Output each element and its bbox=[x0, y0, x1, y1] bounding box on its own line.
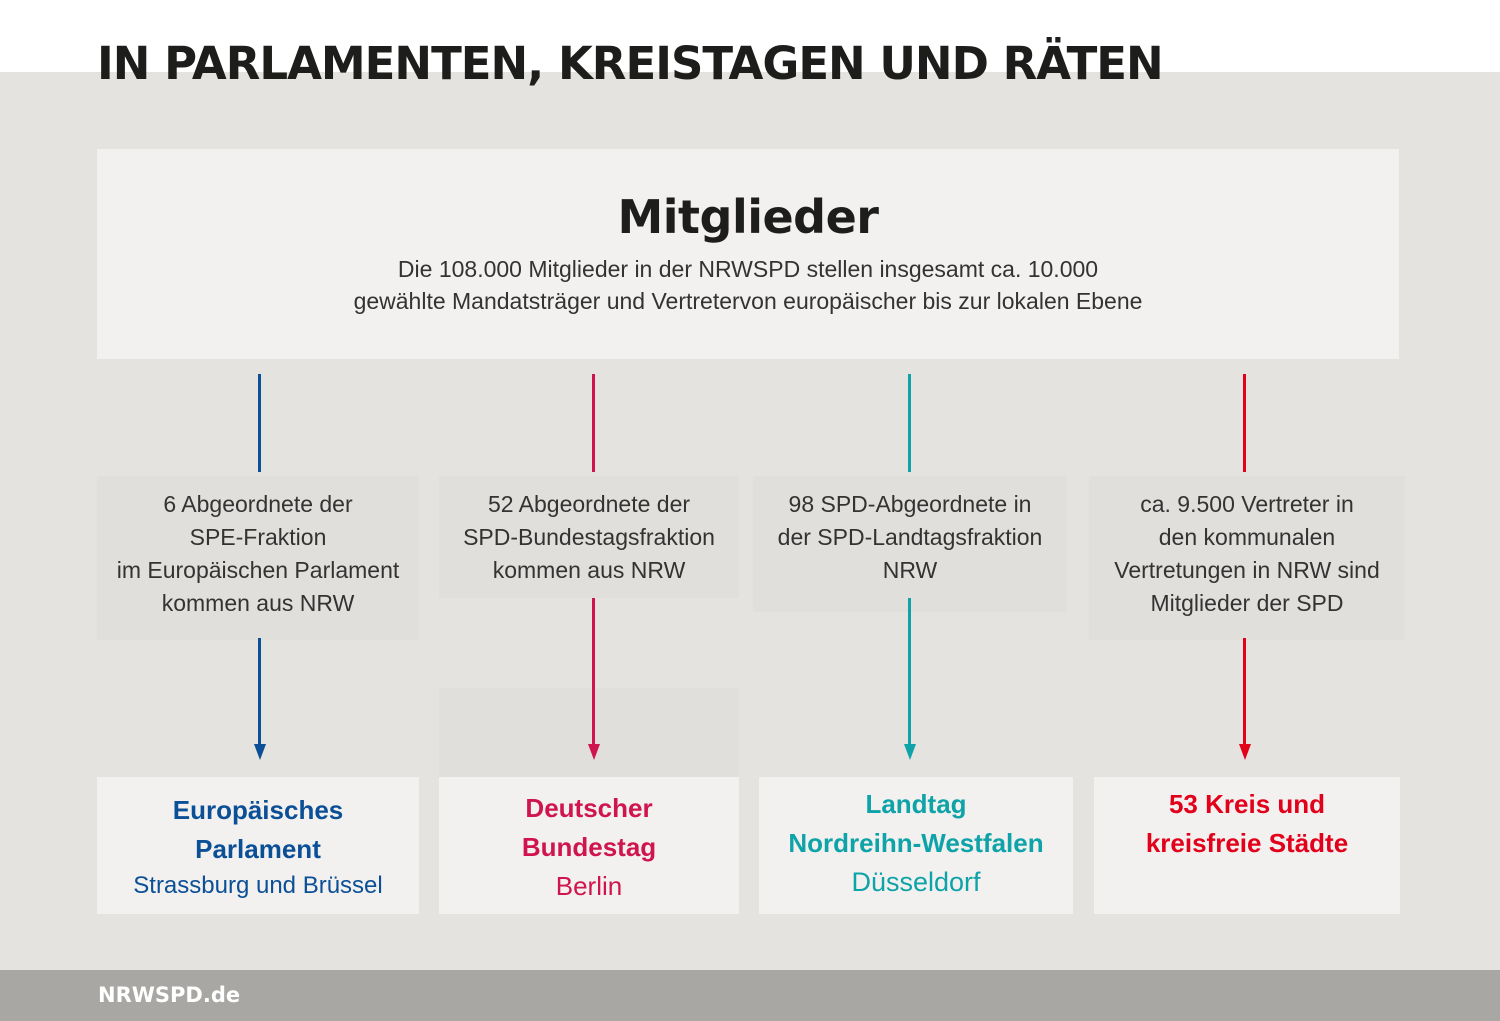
description-line: Vertretungen in NRW sind bbox=[1114, 557, 1380, 583]
description-line: kommen aus NRW bbox=[161, 590, 355, 616]
institution-name: Bundestag bbox=[521, 832, 657, 862]
arrowhead-landtag bbox=[904, 744, 916, 760]
members-line: Die 108.000 Mitglieder in der NRWSPD ste… bbox=[397, 256, 1099, 282]
description-line: ca. 9.500 Vertreter in bbox=[1140, 491, 1354, 517]
members-description: Die 108.000 Mitglieder in der NRWSPD ste… bbox=[97, 253, 1399, 317]
members-box: Mitglieder Die 108.000 Mitglieder in der… bbox=[97, 149, 1399, 359]
description-box-landtag: 98 SPD-Abgeordnete in der SPD-Landtagsfr… bbox=[753, 476, 1067, 612]
description-line: kommen aus NRW bbox=[492, 557, 686, 583]
institution-box-bundestag: Deutscher Bundestag Berlin bbox=[439, 777, 739, 914]
institution-city: Strassburg und Brüssel bbox=[133, 872, 383, 899]
arrow-line-kreise bbox=[1243, 638, 1246, 744]
description-line: Mitglieder der SPD bbox=[1150, 590, 1344, 616]
arrow-line-eu bbox=[258, 638, 261, 744]
arrowhead-eu bbox=[254, 744, 266, 760]
connector-line-bundestag bbox=[592, 374, 595, 472]
institution-name: Nordreihn-Westfalen bbox=[788, 828, 1044, 858]
institution-name: Parlament bbox=[195, 834, 321, 864]
institution-name: Deutscher bbox=[525, 793, 653, 823]
connector-line-kreise bbox=[1243, 374, 1246, 472]
description-line: der SPD-Landtagsfraktion bbox=[777, 524, 1043, 550]
description-line: NRW bbox=[882, 557, 938, 583]
connector-line-landtag bbox=[908, 374, 911, 472]
description-line: 52 Abgeordnete der bbox=[487, 491, 691, 517]
description-line: 98 SPD-Abgeordnete in bbox=[788, 491, 1032, 517]
arrow-line-bundestag bbox=[592, 598, 595, 744]
institution-name: Landtag bbox=[865, 789, 967, 819]
description-line: im Europäischen Parlament bbox=[116, 557, 400, 583]
description-box-kreise: ca. 9.500 Vertreter in den kommunalen Ve… bbox=[1089, 476, 1405, 640]
footer-bar: NRWSPD.de bbox=[0, 970, 1500, 1021]
members-heading: Mitglieder bbox=[617, 190, 879, 244]
institution-name: 53 Kreis und bbox=[1168, 789, 1326, 819]
arrowhead-kreise bbox=[1239, 744, 1251, 760]
footer-link[interactable]: NRWSPD.de bbox=[98, 983, 241, 1007]
description-box-eu: 6 Abgeordnete der SPE-Fraktion im Europä… bbox=[97, 476, 419, 640]
description-line: SPD-Bundestagsfraktion bbox=[463, 524, 715, 550]
description-line: 6 Abgeordnete der bbox=[163, 491, 353, 517]
members-line: gewählte Mandatsträger und Vertretervon … bbox=[353, 288, 1143, 314]
institution-city: Berlin bbox=[555, 871, 623, 901]
institution-box-kreise: 53 Kreis und kreisfreie Städte bbox=[1094, 777, 1400, 914]
arrowhead-bundestag bbox=[588, 744, 600, 760]
description-box-bundestag: 52 Abgeordnete der SPD-Bundestagsfraktio… bbox=[439, 476, 739, 598]
institution-name: Europäisches bbox=[172, 795, 344, 825]
page-title: IN PARLAMENTEN, KREISTAGEN UND RÄTEN bbox=[97, 37, 1164, 90]
column-fill-bundestag bbox=[439, 688, 739, 777]
arrow-line-landtag bbox=[908, 598, 911, 744]
institution-name: kreisfreie Städte bbox=[1145, 828, 1349, 858]
institution-city: Düsseldorf bbox=[851, 867, 981, 897]
connector-line-eu bbox=[258, 374, 261, 472]
institution-box-landtag: Landtag Nordreihn-Westfalen Düsseldorf bbox=[759, 777, 1073, 914]
description-line: SPE-Fraktion bbox=[189, 524, 327, 550]
description-line: den kommunalen bbox=[1158, 524, 1336, 550]
institution-box-eu: Europäisches Parlament Strassburg und Br… bbox=[97, 777, 419, 914]
